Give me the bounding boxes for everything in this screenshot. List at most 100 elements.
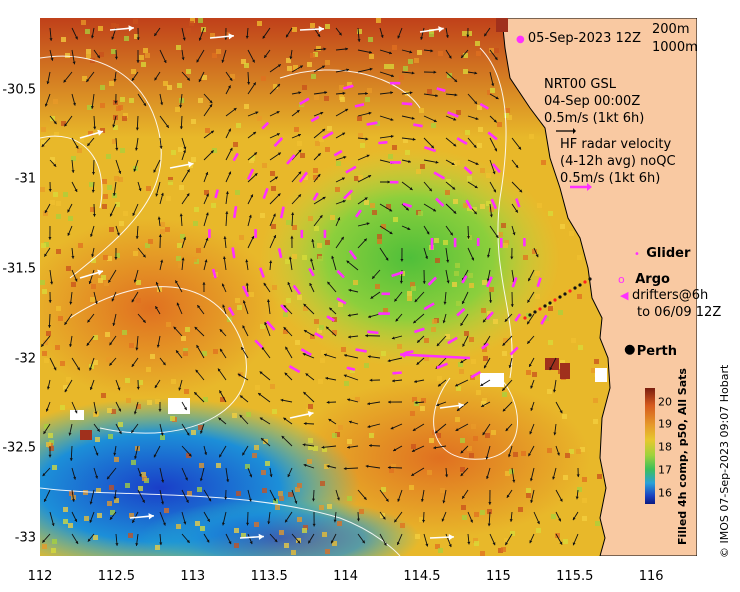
hf-radar-vector — [490, 198, 498, 210]
gsl-vector — [247, 172, 258, 183]
sst-noise-pixel — [344, 381, 349, 386]
gsl-vector — [134, 137, 139, 151]
gsl-vector — [325, 376, 337, 381]
legend-drifters: ◀ drifters@6h — [620, 288, 708, 304]
sst-noise-pixel — [102, 179, 107, 184]
sst-noise-pixel — [179, 185, 184, 190]
gsl-vector — [326, 464, 337, 469]
sst-noise-pixel — [291, 550, 296, 555]
sst-noise-pixel — [582, 516, 587, 521]
sst-noise-pixel — [183, 348, 188, 353]
gsl-vector — [109, 203, 117, 217]
sst-noise-pixel — [434, 238, 439, 243]
x-tick-label: 116 — [638, 569, 664, 584]
sst-noise-pixel — [125, 378, 130, 383]
gsl-vector — [218, 417, 227, 425]
sst-noise-pixel — [119, 221, 124, 226]
hf-radar-vector — [511, 276, 518, 288]
gsl-vector — [392, 379, 403, 383]
gsl-vector — [489, 93, 499, 100]
y-tick-label: -32.5 — [2, 440, 36, 456]
sst-noise-pixel — [477, 143, 482, 148]
gsl-vector — [225, 128, 232, 139]
hf-radar-vector — [342, 84, 354, 90]
gsl-vector — [529, 533, 535, 544]
gsl-vector — [423, 181, 433, 192]
gsl-vector — [335, 236, 345, 249]
gsl-vector — [159, 192, 164, 205]
gsl-vector — [530, 489, 535, 503]
hf-radar-jet-vector — [400, 351, 471, 360]
hf-radar-vector — [348, 249, 358, 260]
sst-noise-pixel — [136, 280, 141, 285]
gsl-vector — [225, 171, 232, 183]
sst-noise-pixel — [60, 361, 65, 366]
sst-noise-pixel — [365, 97, 370, 102]
sst-noise-pixel — [325, 549, 330, 554]
sst-noise-pixel — [255, 385, 260, 390]
sst-noise-pixel — [112, 139, 117, 144]
hf-radar-vector — [232, 205, 238, 219]
gsl-vector — [89, 511, 95, 523]
gsl-vector — [181, 236, 187, 249]
gsl-vector — [390, 423, 403, 430]
hf-radar-vector — [423, 146, 437, 153]
gsl-vector — [433, 445, 447, 450]
sst-noise-pixel — [41, 243, 46, 248]
gsl-vector — [489, 181, 497, 193]
gsl-vector — [159, 423, 164, 436]
sst-noise-pixel — [445, 190, 450, 195]
sst-noise-pixel — [235, 190, 240, 195]
sst-noise-pixel — [203, 397, 208, 402]
sst-noise-pixel — [454, 271, 459, 276]
gsl-vector — [436, 335, 447, 347]
gsl-vector — [71, 93, 76, 106]
sst-noise-pixel — [429, 32, 434, 37]
gsl-vector — [154, 379, 161, 389]
gsl-vector — [480, 401, 491, 408]
gsl-vector — [194, 326, 205, 337]
sst-noise-pixel — [389, 468, 394, 473]
sst-noise-pixel — [498, 232, 503, 237]
gsl-vector — [247, 131, 257, 139]
sst-noise-pixel — [212, 148, 217, 153]
sst-noise-pixel — [191, 157, 196, 162]
sst-noise-pixel — [202, 75, 207, 80]
sst-noise-pixel — [310, 53, 315, 58]
gsl-vector — [71, 269, 78, 282]
sst-noise-pixel — [432, 319, 437, 324]
sst-noise-pixel — [42, 289, 47, 294]
gsl-vector — [321, 445, 337, 449]
sst-noise-pixel — [196, 248, 201, 253]
gsl-vector — [510, 247, 514, 260]
sst-noise-pixel — [205, 128, 210, 133]
gsl-vector — [441, 511, 447, 522]
sst-noise-pixel — [42, 544, 47, 549]
gsl-vector — [442, 313, 447, 324]
hf-radar-vector — [333, 149, 343, 157]
sst-noise-pixel — [134, 34, 139, 39]
gsl-vector — [508, 357, 513, 369]
gsl-vector — [313, 214, 323, 227]
sst-noise-pixel — [40, 280, 45, 285]
sst-noise-pixel — [114, 176, 119, 181]
drifter-position — [568, 289, 572, 293]
gsl-vector — [467, 511, 473, 523]
gsl-vector — [504, 533, 513, 546]
sst-noise-pixel — [571, 338, 576, 343]
sst-noise-pixel — [393, 217, 398, 222]
gsl-vector — [159, 259, 164, 271]
gsl-vector — [157, 216, 161, 227]
sst-noise-pixel — [160, 229, 165, 234]
gsl-vector — [555, 489, 563, 502]
gsl-vector — [219, 390, 227, 403]
large-scale-current-arrows — [79, 25, 464, 541]
gsl-vector — [462, 335, 469, 347]
gsl-vector — [131, 71, 139, 82]
sst-noise-pixel — [577, 487, 582, 492]
hf-radar-vector — [286, 154, 296, 165]
gsl-vector — [357, 533, 366, 544]
sst-noise-pixel — [308, 445, 313, 450]
gsl-vector — [423, 533, 429, 547]
sst-noise-pixel — [181, 336, 186, 341]
